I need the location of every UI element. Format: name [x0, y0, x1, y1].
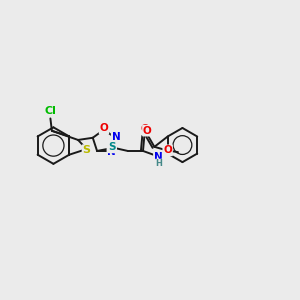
Text: O: O [163, 146, 172, 155]
Text: N: N [112, 132, 120, 142]
Text: S: S [82, 145, 91, 155]
Text: O: O [143, 126, 152, 136]
Text: H: H [156, 159, 163, 168]
Text: N: N [107, 147, 116, 157]
Text: O: O [100, 124, 108, 134]
Text: N: N [154, 152, 163, 162]
Text: O: O [140, 124, 149, 134]
Text: S: S [109, 142, 116, 152]
Text: Cl: Cl [44, 106, 56, 116]
